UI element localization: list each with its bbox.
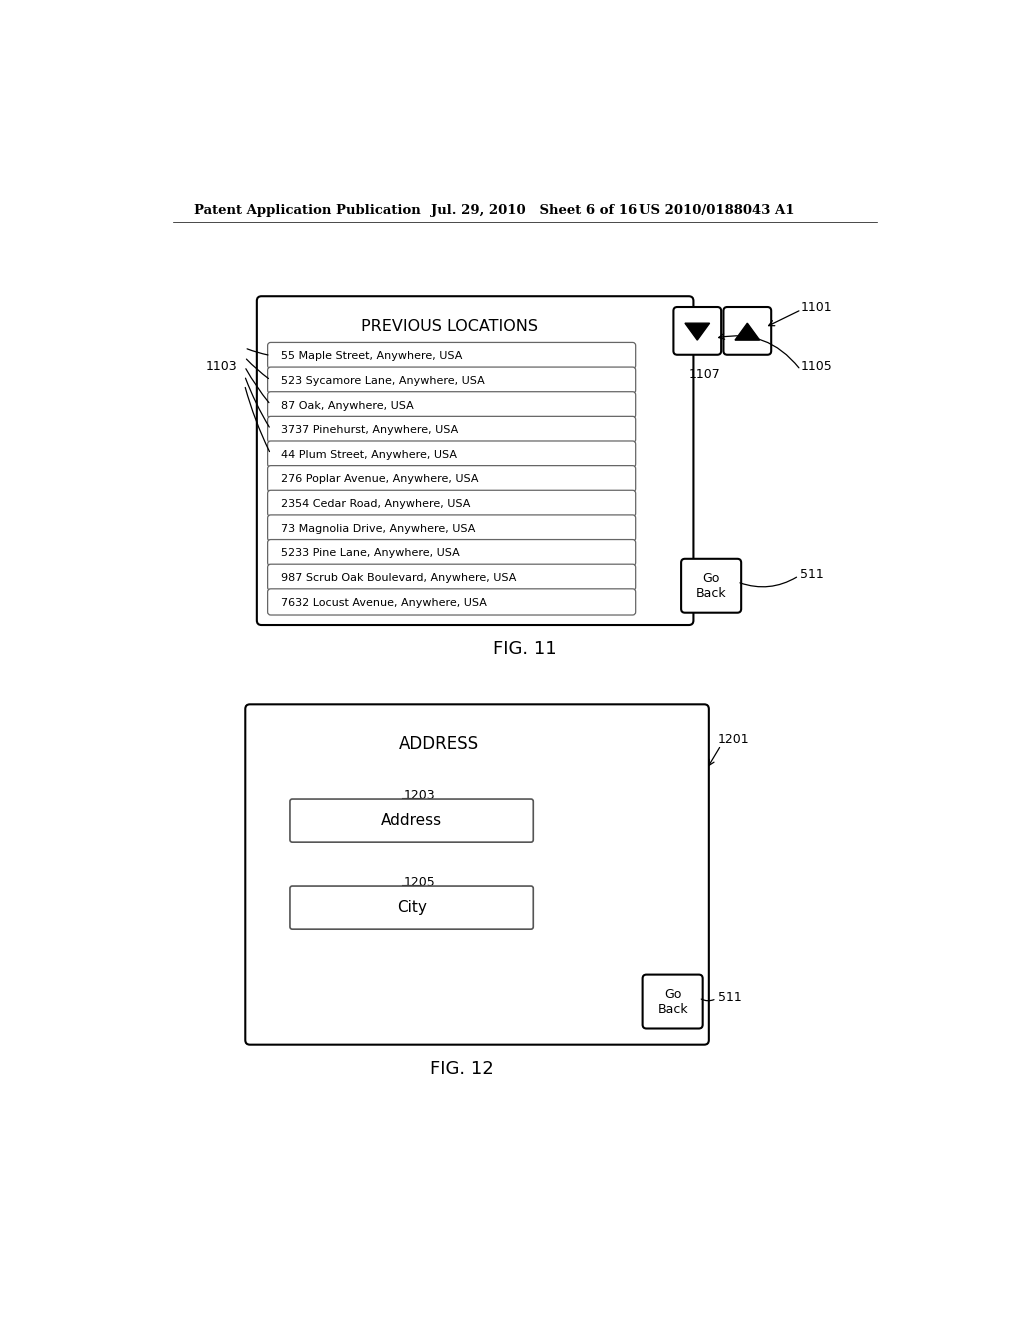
Text: 5233 Pine Lane, Anywhere, USA: 5233 Pine Lane, Anywhere, USA: [282, 548, 460, 558]
Text: Patent Application Publication: Patent Application Publication: [195, 205, 421, 218]
Text: Address: Address: [381, 813, 442, 828]
Text: 1203: 1203: [403, 788, 435, 801]
Text: Jul. 29, 2010   Sheet 6 of 16: Jul. 29, 2010 Sheet 6 of 16: [431, 205, 637, 218]
Text: 55 Maple Street, Anywhere, USA: 55 Maple Street, Anywhere, USA: [282, 351, 463, 362]
FancyBboxPatch shape: [674, 308, 721, 355]
Text: 1101: 1101: [801, 301, 833, 314]
Text: 987 Scrub Oak Boulevard, Anywhere, USA: 987 Scrub Oak Boulevard, Anywhere, USA: [282, 573, 517, 583]
FancyBboxPatch shape: [267, 589, 636, 615]
FancyBboxPatch shape: [267, 564, 636, 590]
Text: 44 Plum Street, Anywhere, USA: 44 Plum Street, Anywhere, USA: [282, 450, 458, 459]
FancyBboxPatch shape: [643, 974, 702, 1028]
FancyBboxPatch shape: [257, 296, 693, 626]
Text: 1201: 1201: [718, 733, 750, 746]
Text: 73 Magnolia Drive, Anywhere, USA: 73 Magnolia Drive, Anywhere, USA: [282, 524, 476, 533]
Text: 1205: 1205: [403, 875, 435, 888]
Text: 87 Oak, Anywhere, USA: 87 Oak, Anywhere, USA: [282, 400, 415, 411]
Text: Go
Back: Go Back: [657, 987, 688, 1015]
Text: PREVIOUS LOCATIONS: PREVIOUS LOCATIONS: [361, 318, 538, 334]
FancyBboxPatch shape: [267, 416, 636, 442]
FancyBboxPatch shape: [267, 441, 636, 467]
FancyBboxPatch shape: [267, 490, 636, 516]
Text: 2354 Cedar Road, Anywhere, USA: 2354 Cedar Road, Anywhere, USA: [282, 499, 471, 510]
Text: 1107: 1107: [688, 367, 720, 380]
Text: 511: 511: [801, 568, 824, 581]
FancyBboxPatch shape: [267, 466, 636, 492]
Text: 3737 Pinehurst, Anywhere, USA: 3737 Pinehurst, Anywhere, USA: [282, 425, 459, 436]
Text: 511: 511: [718, 991, 741, 1005]
FancyBboxPatch shape: [267, 392, 636, 418]
FancyBboxPatch shape: [681, 558, 741, 612]
Polygon shape: [735, 323, 760, 341]
Text: US 2010/0188043 A1: US 2010/0188043 A1: [639, 205, 795, 218]
Text: 523 Sycamore Lane, Anywhere, USA: 523 Sycamore Lane, Anywhere, USA: [282, 376, 485, 385]
FancyBboxPatch shape: [267, 342, 636, 368]
FancyBboxPatch shape: [267, 515, 636, 541]
Text: 276 Poplar Avenue, Anywhere, USA: 276 Poplar Avenue, Anywhere, USA: [282, 474, 479, 484]
Text: City: City: [396, 900, 427, 915]
Text: ADDRESS: ADDRESS: [398, 735, 478, 752]
Polygon shape: [685, 323, 710, 341]
FancyBboxPatch shape: [267, 367, 636, 393]
FancyBboxPatch shape: [246, 705, 709, 1044]
FancyBboxPatch shape: [267, 540, 636, 566]
FancyBboxPatch shape: [724, 308, 771, 355]
Text: FIG. 11: FIG. 11: [493, 640, 557, 657]
Text: Go
Back: Go Back: [696, 572, 726, 599]
FancyBboxPatch shape: [290, 886, 534, 929]
Text: FIG. 12: FIG. 12: [430, 1060, 494, 1078]
Text: 1103: 1103: [205, 360, 237, 372]
FancyBboxPatch shape: [290, 799, 534, 842]
Text: 7632 Locust Avenue, Anywhere, USA: 7632 Locust Avenue, Anywhere, USA: [282, 598, 487, 607]
Text: 1105: 1105: [801, 360, 833, 372]
